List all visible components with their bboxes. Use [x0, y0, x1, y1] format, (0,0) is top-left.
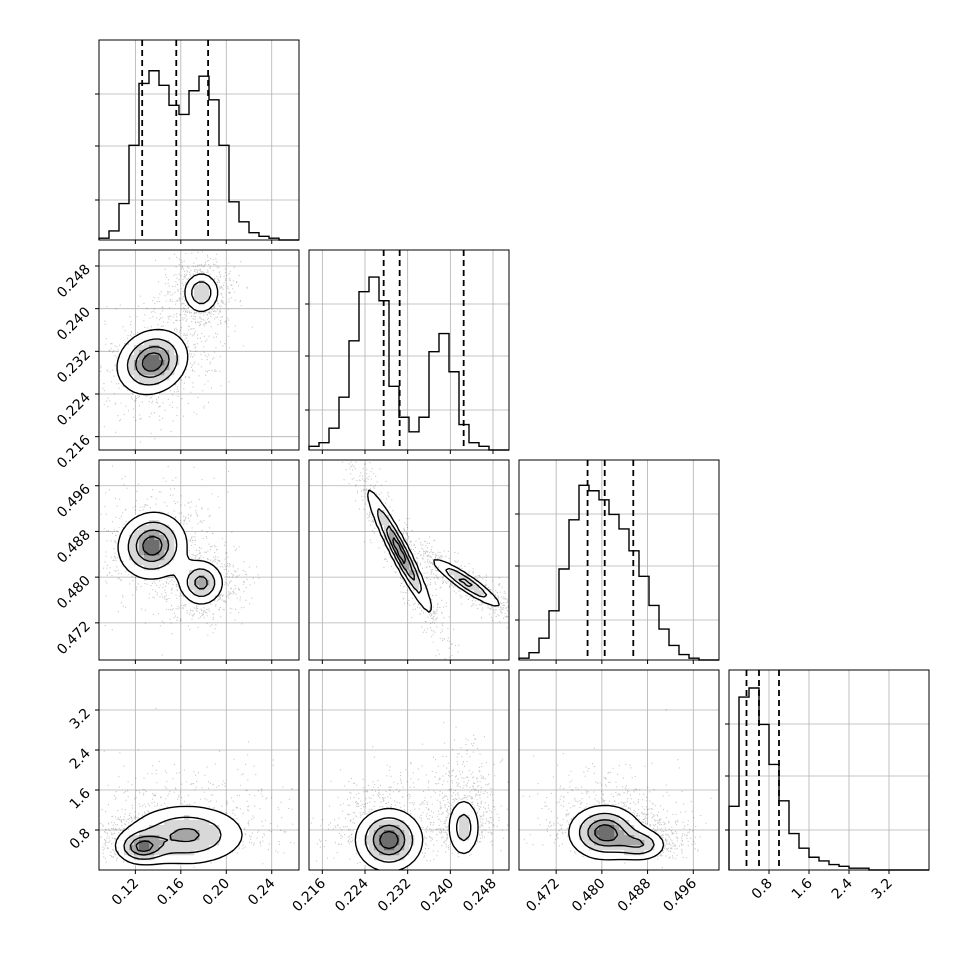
scatter-points [522, 709, 712, 869]
x-tick-label: 0.24 [245, 875, 278, 908]
x-tick-label: 0.224 [332, 875, 372, 915]
scatter-panel-3-2 [308, 459, 510, 661]
axes-frame [98, 249, 300, 451]
contour-line [129, 828, 200, 856]
y-tick-label: 0.248 [54, 262, 94, 302]
axes-frame [518, 459, 720, 661]
density-fill [594, 825, 615, 841]
contour-line [142, 535, 163, 556]
contour-line [354, 800, 479, 871]
axes-frame [308, 459, 510, 661]
density-fill [139, 840, 150, 851]
contour-line [377, 508, 488, 598]
y-tick-label: 0.496 [54, 481, 94, 521]
x-tick-label: 0.480 [569, 876, 609, 916]
contour-line [123, 816, 222, 860]
histogram-panel-4 [725, 669, 930, 871]
scatter-points [342, 461, 509, 660]
x-tick-label: 0.16 [154, 875, 187, 908]
contour-line [367, 489, 501, 613]
contour-line [127, 521, 216, 597]
density-fill [144, 535, 160, 556]
contour-line [594, 824, 619, 842]
contour-line [135, 346, 170, 378]
x-tick-label: 0.488 [615, 876, 655, 916]
y-tick-label: 0.216 [54, 432, 94, 472]
x-tick-label: 2.4 [829, 875, 856, 902]
contour-line [372, 824, 406, 856]
density-fill [379, 830, 400, 851]
contour-line [116, 273, 219, 396]
y-tick-label: 0.472 [54, 618, 94, 658]
contour-line [114, 805, 243, 866]
histogram-panel-3 [515, 459, 720, 661]
y-tick-label: 0.232 [54, 347, 94, 387]
scatter-panel-2-1 [98, 249, 300, 451]
x-tick-label: 0.240 [417, 876, 457, 916]
histogram-panel-2 [305, 249, 510, 451]
x-tick-label: 0.8 [749, 876, 776, 903]
x-tick-label: 0.248 [460, 876, 500, 916]
axes-frame [308, 249, 510, 451]
x-tick-label: 3.2 [869, 876, 896, 903]
scatter-panel-4-2 [308, 669, 510, 871]
axes-frame [98, 669, 300, 871]
x-tick-label: 0.216 [289, 875, 329, 915]
y-tick-label: 0.480 [54, 573, 94, 613]
y-tick-label: 1.6 [67, 785, 94, 812]
axes-frame [728, 669, 930, 871]
x-tick-label: 0.20 [200, 876, 233, 909]
y-tick-label: 0.224 [54, 389, 94, 429]
histogram-step [308, 276, 509, 451]
contour-line [141, 352, 164, 372]
y-tick-label: 0.488 [54, 527, 94, 567]
contour-line [135, 840, 154, 852]
x-tick-label: 0.12 [109, 876, 142, 909]
contour-line [364, 813, 472, 863]
scatter-panel-4-3 [518, 669, 720, 871]
histogram-step [518, 484, 719, 661]
y-tick-label: 2.4 [67, 745, 94, 772]
contour-line [117, 511, 223, 605]
axes-frame [518, 669, 720, 871]
x-tick-label: 1.6 [789, 875, 816, 902]
contour-line [568, 804, 665, 861]
scatter-panel-3-1 [98, 459, 300, 661]
y-tick-label: 0.240 [54, 304, 94, 344]
axes-frame [308, 669, 510, 871]
x-tick-label: 0.232 [375, 876, 415, 916]
histogram-panel-1 [95, 39, 300, 241]
histogram-step [98, 70, 299, 241]
contour-line [379, 830, 399, 850]
scatter-panel-4-1 [98, 669, 300, 871]
y-tick-label: 3.2 [67, 706, 94, 733]
y-tick-label: 0.8 [67, 826, 94, 853]
axes-frame [98, 459, 300, 661]
contour-line [578, 812, 655, 855]
contour-line [135, 529, 208, 590]
contour-line [587, 819, 645, 848]
axes-frame [98, 39, 300, 241]
x-tick-label: 0.472 [523, 876, 563, 916]
contour-line [392, 537, 407, 564]
contour-line [126, 281, 212, 386]
contour-line [385, 525, 473, 588]
x-tick-label: 0.496 [660, 875, 700, 915]
